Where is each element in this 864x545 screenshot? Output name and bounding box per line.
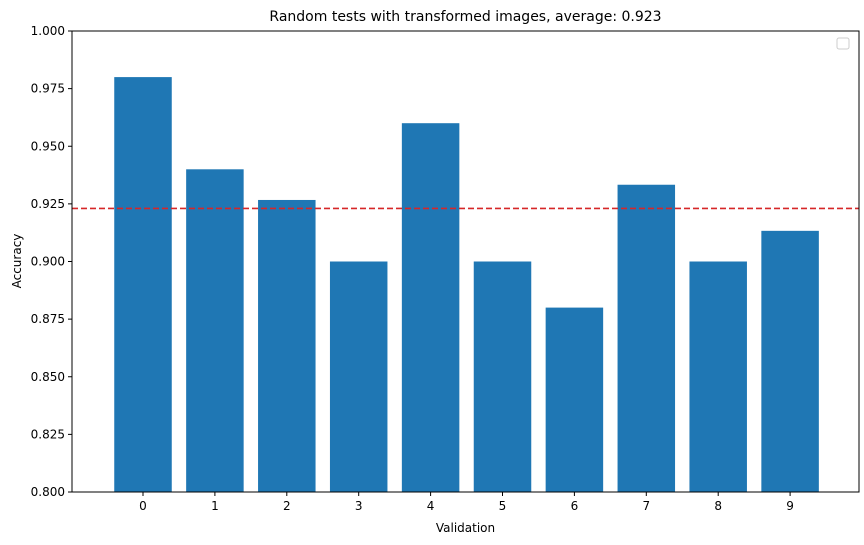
y-tick-label: 1.000 bbox=[31, 24, 65, 38]
bar-5 bbox=[473, 261, 532, 492]
bar-8 bbox=[689, 261, 747, 492]
bar-1 bbox=[186, 169, 244, 493]
x-tick-label: 2 bbox=[283, 499, 291, 513]
y-tick-label: 0.900 bbox=[31, 255, 65, 269]
x-tick-label: 1 bbox=[211, 499, 219, 513]
bar-9 bbox=[761, 230, 819, 492]
bar-4 bbox=[401, 123, 460, 492]
x-tick-label: 4 bbox=[427, 499, 435, 513]
y-tick-label: 0.800 bbox=[31, 485, 65, 499]
bar-3 bbox=[329, 261, 388, 492]
x-tick-label: 7 bbox=[642, 499, 650, 513]
x-tick-label: 5 bbox=[499, 499, 507, 513]
x-tick-label: 3 bbox=[355, 499, 363, 513]
y-axis-ticks: 0.800 0.825 0.850 0.875 0.900 0.925 0.950 0.975… bbox=[31, 24, 72, 499]
x-axis-ticks: 0 1 2 3 4 5 6 7 8 9 bbox=[139, 492, 794, 513]
chart-title: Random tests with transformed images, av… bbox=[269, 9, 661, 25]
bar-6 bbox=[545, 307, 604, 492]
y-tick-label: 0.950 bbox=[31, 139, 65, 153]
y-tick-label: 0.975 bbox=[31, 82, 65, 96]
x-tick-label: 0 bbox=[139, 499, 147, 513]
y-tick-label: 0.925 bbox=[31, 197, 65, 211]
y-tick-label: 0.875 bbox=[31, 312, 65, 326]
x-axis-label: Validation bbox=[436, 521, 495, 535]
bar-7 bbox=[617, 184, 676, 493]
x-tick-label: 6 bbox=[571, 499, 579, 513]
x-tick-label: 9 bbox=[786, 499, 794, 513]
legend-box bbox=[836, 37, 850, 50]
y-axis-label: Accuracy bbox=[10, 234, 24, 289]
bar-0 bbox=[114, 77, 172, 492]
bar-2 bbox=[258, 199, 316, 492]
x-tick-label: 8 bbox=[714, 499, 722, 513]
y-tick-label: 0.825 bbox=[31, 427, 65, 441]
y-tick-label: 0.850 bbox=[31, 370, 65, 384]
plot-frame bbox=[71, 30, 860, 493]
bars-group bbox=[114, 77, 819, 493]
